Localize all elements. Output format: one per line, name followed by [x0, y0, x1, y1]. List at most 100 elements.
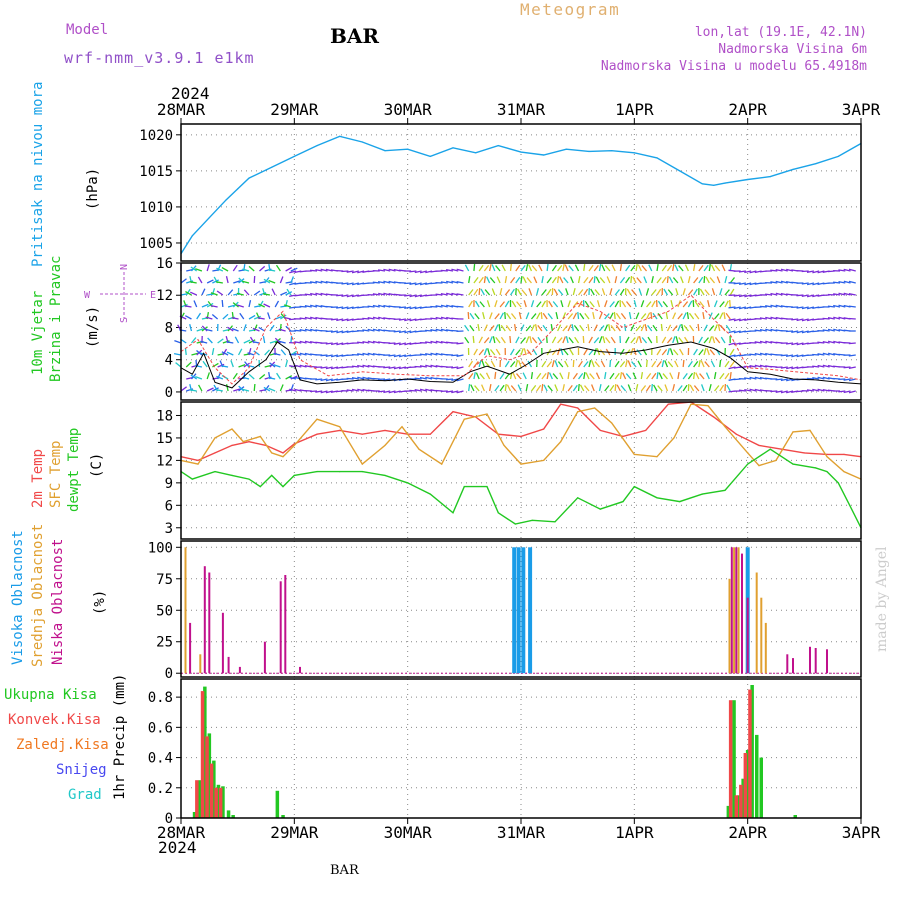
- wind-arrow: [622, 372, 627, 380]
- x-tick-label-top: 1APR: [615, 100, 654, 119]
- wind-arrow: [645, 312, 651, 320]
- wind-arrow: [180, 278, 187, 284]
- wind-arrow: [619, 288, 625, 296]
- wind-arrow: [367, 317, 375, 320]
- wind-arrow: [666, 337, 673, 344]
- wind-arrow: [315, 268, 323, 272]
- wind-arrow: [372, 304, 380, 308]
- wind-arrow: [604, 265, 611, 272]
- wind-arrow: [822, 376, 830, 380]
- wind-arrow: [276, 372, 281, 380]
- wind-arrow: [489, 336, 493, 344]
- wind-arrow: [588, 349, 594, 356]
- wind-arrow: [584, 300, 590, 308]
- wind-arrow: [430, 317, 438, 320]
- wind-arrow: [236, 304, 244, 308]
- wind-arrow: [599, 349, 606, 356]
- wind-arrow: [608, 323, 611, 332]
- wind-arrow: [215, 389, 223, 392]
- wind-arrow: [357, 388, 365, 392]
- x-tick-label-top: 30MAR: [384, 100, 433, 119]
- wind-arrow: [619, 361, 626, 368]
- wind-arrow: [484, 289, 491, 296]
- wind-arrow: [806, 306, 815, 310]
- wind-arrow: [638, 288, 642, 296]
- compass-north: N: [119, 264, 130, 270]
- wind-arrow: [614, 360, 620, 368]
- wind-arrow: [686, 312, 690, 320]
- wind-arrow: [548, 300, 553, 308]
- wind-arrow: [682, 301, 689, 308]
- wind-arrow: [320, 354, 328, 357]
- wind-arrow: [520, 337, 526, 344]
- wind-arrow: [388, 354, 396, 357]
- total_rain-bar: [745, 750, 750, 818]
- wind-arrow: [362, 340, 370, 344]
- wind-arrow: [613, 311, 616, 320]
- dewpt-point: [214, 471, 216, 473]
- total_rain-bar: [221, 786, 225, 818]
- wind-arrow: [641, 265, 648, 272]
- wind-arrow: [499, 384, 505, 392]
- wind-arrow: [627, 360, 632, 368]
- wind-arrow: [252, 327, 260, 332]
- wind-arrow: [419, 282, 428, 286]
- wind-arrow: [754, 364, 762, 368]
- wind-arrow: [719, 288, 723, 296]
- wind-arrow: [724, 360, 730, 368]
- wind-arrow: [362, 317, 370, 320]
- pressure-line: [180, 135, 862, 255]
- wind-arrow: [698, 359, 701, 368]
- wind-arrow: [796, 318, 804, 322]
- y-tick-label: 1005: [139, 236, 173, 252]
- pressure-point: [316, 145, 318, 147]
- wind-arrow: [843, 390, 851, 394]
- wind-arrow: [588, 276, 594, 284]
- wind-arrow: [667, 289, 674, 296]
- wind-arrow: [221, 267, 229, 272]
- wind-arrow: [552, 373, 559, 380]
- x-tick-label-bottom: 30MAR: [384, 823, 433, 842]
- wind-arrow: [801, 318, 809, 322]
- temp-side-label-1: 2m Temp: [30, 449, 46, 508]
- wind-arrow: [367, 305, 375, 308]
- wind-arrow: [609, 384, 615, 392]
- y-tick-label: 16: [156, 256, 173, 272]
- low_cloud-bar: [826, 649, 828, 674]
- wind-arrow: [468, 275, 471, 284]
- wind-arrow: [601, 264, 606, 272]
- wind-arrow: [708, 264, 711, 272]
- temp2m-point: [735, 433, 737, 435]
- wind-arrow: [848, 293, 856, 296]
- low_cloud-bar: [741, 553, 743, 674]
- wind-arrow: [489, 277, 496, 284]
- wind-arrow: [528, 288, 533, 296]
- sfc-point: [611, 422, 613, 424]
- wind-arrow: [217, 264, 222, 272]
- wind-arrow: [445, 378, 454, 381]
- wind-arrow: [546, 371, 550, 380]
- wind-arrow: [346, 377, 354, 380]
- wind-arrow: [791, 330, 799, 333]
- wind-arrow: [351, 365, 359, 368]
- wind-arrow: [243, 339, 251, 344]
- wind-arrow: [562, 325, 568, 332]
- wind-arrow: [703, 348, 707, 356]
- wind-arrow: [796, 294, 804, 297]
- pressure-point: [429, 155, 431, 157]
- wind-arrow: [713, 324, 718, 332]
- wind-arrow: [435, 293, 443, 296]
- wind-arrow: [614, 300, 620, 308]
- wind-arrow: [456, 305, 464, 308]
- temp2m-point: [713, 416, 715, 418]
- wind-arrow: [848, 354, 856, 357]
- sfc-point: [271, 452, 273, 454]
- wind-arrow: [404, 342, 412, 346]
- wind-arrow: [310, 328, 318, 332]
- wind-arrow: [700, 360, 705, 368]
- wind-arrow: [719, 373, 725, 380]
- wind-arrow: [346, 294, 354, 298]
- wind-arrow: [780, 390, 788, 394]
- wind-arrow: [557, 337, 563, 344]
- wind-arrow: [593, 348, 597, 356]
